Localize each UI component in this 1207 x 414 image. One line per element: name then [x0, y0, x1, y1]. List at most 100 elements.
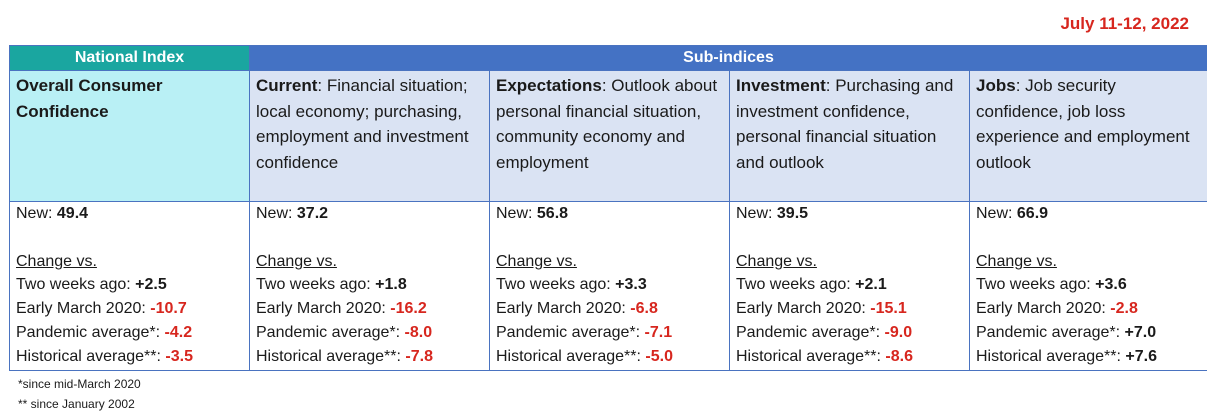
- new-label: New:: [496, 205, 537, 222]
- new-value: 37.2: [296, 205, 329, 222]
- two-weeks-label: Two weeks ago:: [496, 276, 616, 294]
- values-jobs: New: 66.9 Change vs. Two weeks ago: +3.6 Ea…: [969, 201, 1207, 371]
- historical-value: -3.5: [165, 347, 193, 365]
- early-march-value: -6.8: [630, 300, 658, 318]
- new-line: New: 39.5: [736, 202, 963, 226]
- new-line: New: 49.4: [16, 202, 243, 226]
- col-title: Current: [256, 76, 318, 95]
- historical-line: Historical average**: -5.0: [496, 345, 723, 369]
- pandemic-label: Pandemic average*:: [256, 323, 405, 341]
- two-weeks-value: +2.1: [855, 276, 887, 294]
- early-march-line: Early March 2020: -10.7: [16, 297, 243, 321]
- col-desc: : Outlook about personal financial situa…: [496, 76, 718, 172]
- historical-label: Historical average**:: [496, 347, 646, 365]
- early-march-line: Early March 2020: -2.8: [976, 297, 1201, 321]
- early-march-value: -16.2: [390, 300, 427, 318]
- col-desc: : Purchasing and investment confidence, …: [736, 76, 954, 172]
- early-march-line: Early March 2020: -16.2: [256, 297, 483, 321]
- early-march-label: Early March 2020:: [736, 300, 871, 318]
- historical-line: Historical average**: +7.6: [976, 345, 1201, 369]
- pandemic-line: Pandemic average*: -8.0: [256, 321, 483, 345]
- pandemic-value: -7.1: [644, 323, 673, 341]
- desc-jobs: Jobs: Job security confidence, job loss …: [969, 70, 1207, 202]
- new-label: New:: [736, 205, 777, 222]
- pandemic-value: -8.0: [404, 323, 433, 341]
- values-expectations: New: 56.8 Change vs. Two weeks ago: +3.3 Ea…: [489, 201, 730, 371]
- early-march-line: Early March 2020: -15.1: [736, 297, 963, 321]
- early-march-value: -10.7: [150, 300, 187, 318]
- two-weeks-label: Two weeks ago:: [16, 276, 136, 294]
- col-desc: : Financial situation; local economy; pu…: [256, 76, 469, 172]
- header-national-index: National Index: [9, 45, 250, 71]
- pandemic-line: Pandemic average*: -4.2: [16, 321, 243, 345]
- values-current: New: 37.2 Change vs. Two weeks ago: +1.8 Ea…: [249, 201, 490, 371]
- historical-label: Historical average**:: [736, 347, 886, 365]
- two-weeks-label: Two weeks ago:: [736, 276, 856, 294]
- pandemic-line: Pandemic average*: +7.0: [976, 321, 1201, 345]
- pandemic-label: Pandemic average*:: [496, 323, 645, 341]
- pandemic-line: Pandemic average*: -9.0: [736, 321, 963, 345]
- historical-label: Historical average**:: [976, 347, 1126, 365]
- values-overall: New: 49.4 Change vs. Two weeks ago: +2.5 Ea…: [9, 201, 250, 371]
- historical-value: -8.6: [885, 347, 913, 365]
- early-march-label: Early March 2020:: [256, 300, 391, 318]
- two-weeks-line: Two weeks ago: +1.8: [256, 273, 483, 297]
- report-date: July 11-12, 2022: [1060, 14, 1189, 33]
- new-value: 49.4: [56, 205, 89, 222]
- new-line: New: 37.2: [256, 202, 483, 226]
- change-label: Change vs.: [16, 252, 97, 270]
- new-line: New: 66.9: [976, 202, 1201, 226]
- new-label: New:: [976, 205, 1017, 222]
- pandemic-label: Pandemic average*:: [736, 323, 885, 341]
- consumer-confidence-table: National Index Sub-indices Overall Consu…: [9, 45, 1207, 371]
- historical-value: +7.6: [1125, 347, 1157, 365]
- two-weeks-value: +3.6: [1095, 276, 1127, 294]
- change-label: Change vs.: [496, 252, 577, 270]
- values-investment: New: 39.5 Change vs. Two weeks ago: +2.1 Ea…: [729, 201, 970, 371]
- pandemic-value: -4.2: [164, 323, 193, 341]
- historical-line: Historical average**: -3.5: [16, 345, 243, 369]
- early-march-value: -2.8: [1110, 300, 1138, 318]
- desc-investment: Investment: Purchasing and investment co…: [729, 70, 970, 202]
- new-line: New: 56.8: [496, 202, 723, 226]
- col-desc: : Job security confidence, job loss expe…: [976, 76, 1190, 172]
- two-weeks-label: Two weeks ago:: [256, 276, 376, 294]
- change-label: Change vs.: [976, 252, 1057, 270]
- two-weeks-line: Two weeks ago: +2.1: [736, 273, 963, 297]
- header-sub-indices: Sub-indices: [249, 45, 1207, 71]
- col-title: Overall Consumer Confidence: [16, 76, 163, 121]
- pandemic-line: Pandemic average*: -7.1: [496, 321, 723, 345]
- col-title: Expectations: [496, 76, 602, 95]
- footnote-1: *since mid-March 2020: [18, 377, 141, 391]
- two-weeks-value: +2.5: [135, 276, 167, 294]
- new-value: 39.5: [776, 205, 809, 222]
- desc-overall: Overall Consumer Confidence: [9, 70, 250, 202]
- two-weeks-line: Two weeks ago: +2.5: [16, 273, 243, 297]
- pandemic-value: +7.0: [1124, 323, 1157, 341]
- early-march-label: Early March 2020:: [16, 300, 151, 318]
- early-march-value: -15.1: [870, 300, 907, 318]
- two-weeks-value: +1.8: [375, 276, 407, 294]
- two-weeks-line: Two weeks ago: +3.3: [496, 273, 723, 297]
- two-weeks-label: Two weeks ago:: [976, 276, 1096, 294]
- footnote-2: ** since January 2002: [18, 397, 135, 411]
- desc-current: Current: Financial situation; local econ…: [249, 70, 490, 202]
- change-label: Change vs.: [256, 252, 337, 270]
- two-weeks-line: Two weeks ago: +3.6: [976, 273, 1201, 297]
- col-title: Investment: [736, 76, 826, 95]
- early-march-label: Early March 2020:: [976, 300, 1111, 318]
- new-value: 56.8: [536, 205, 569, 222]
- new-value: 66.9: [1016, 205, 1049, 222]
- historical-value: -7.8: [405, 347, 433, 365]
- pandemic-label: Pandemic average*:: [976, 323, 1125, 341]
- pandemic-value: -9.0: [884, 323, 913, 341]
- col-title: Jobs: [976, 76, 1016, 95]
- historical-line: Historical average**: -7.8: [256, 345, 483, 369]
- historical-label: Historical average**:: [16, 347, 166, 365]
- early-march-line: Early March 2020: -6.8: [496, 297, 723, 321]
- two-weeks-value: +3.3: [615, 276, 647, 294]
- new-label: New:: [16, 205, 57, 222]
- early-march-label: Early March 2020:: [496, 300, 631, 318]
- new-label: New:: [256, 205, 297, 222]
- historical-value: -5.0: [645, 347, 673, 365]
